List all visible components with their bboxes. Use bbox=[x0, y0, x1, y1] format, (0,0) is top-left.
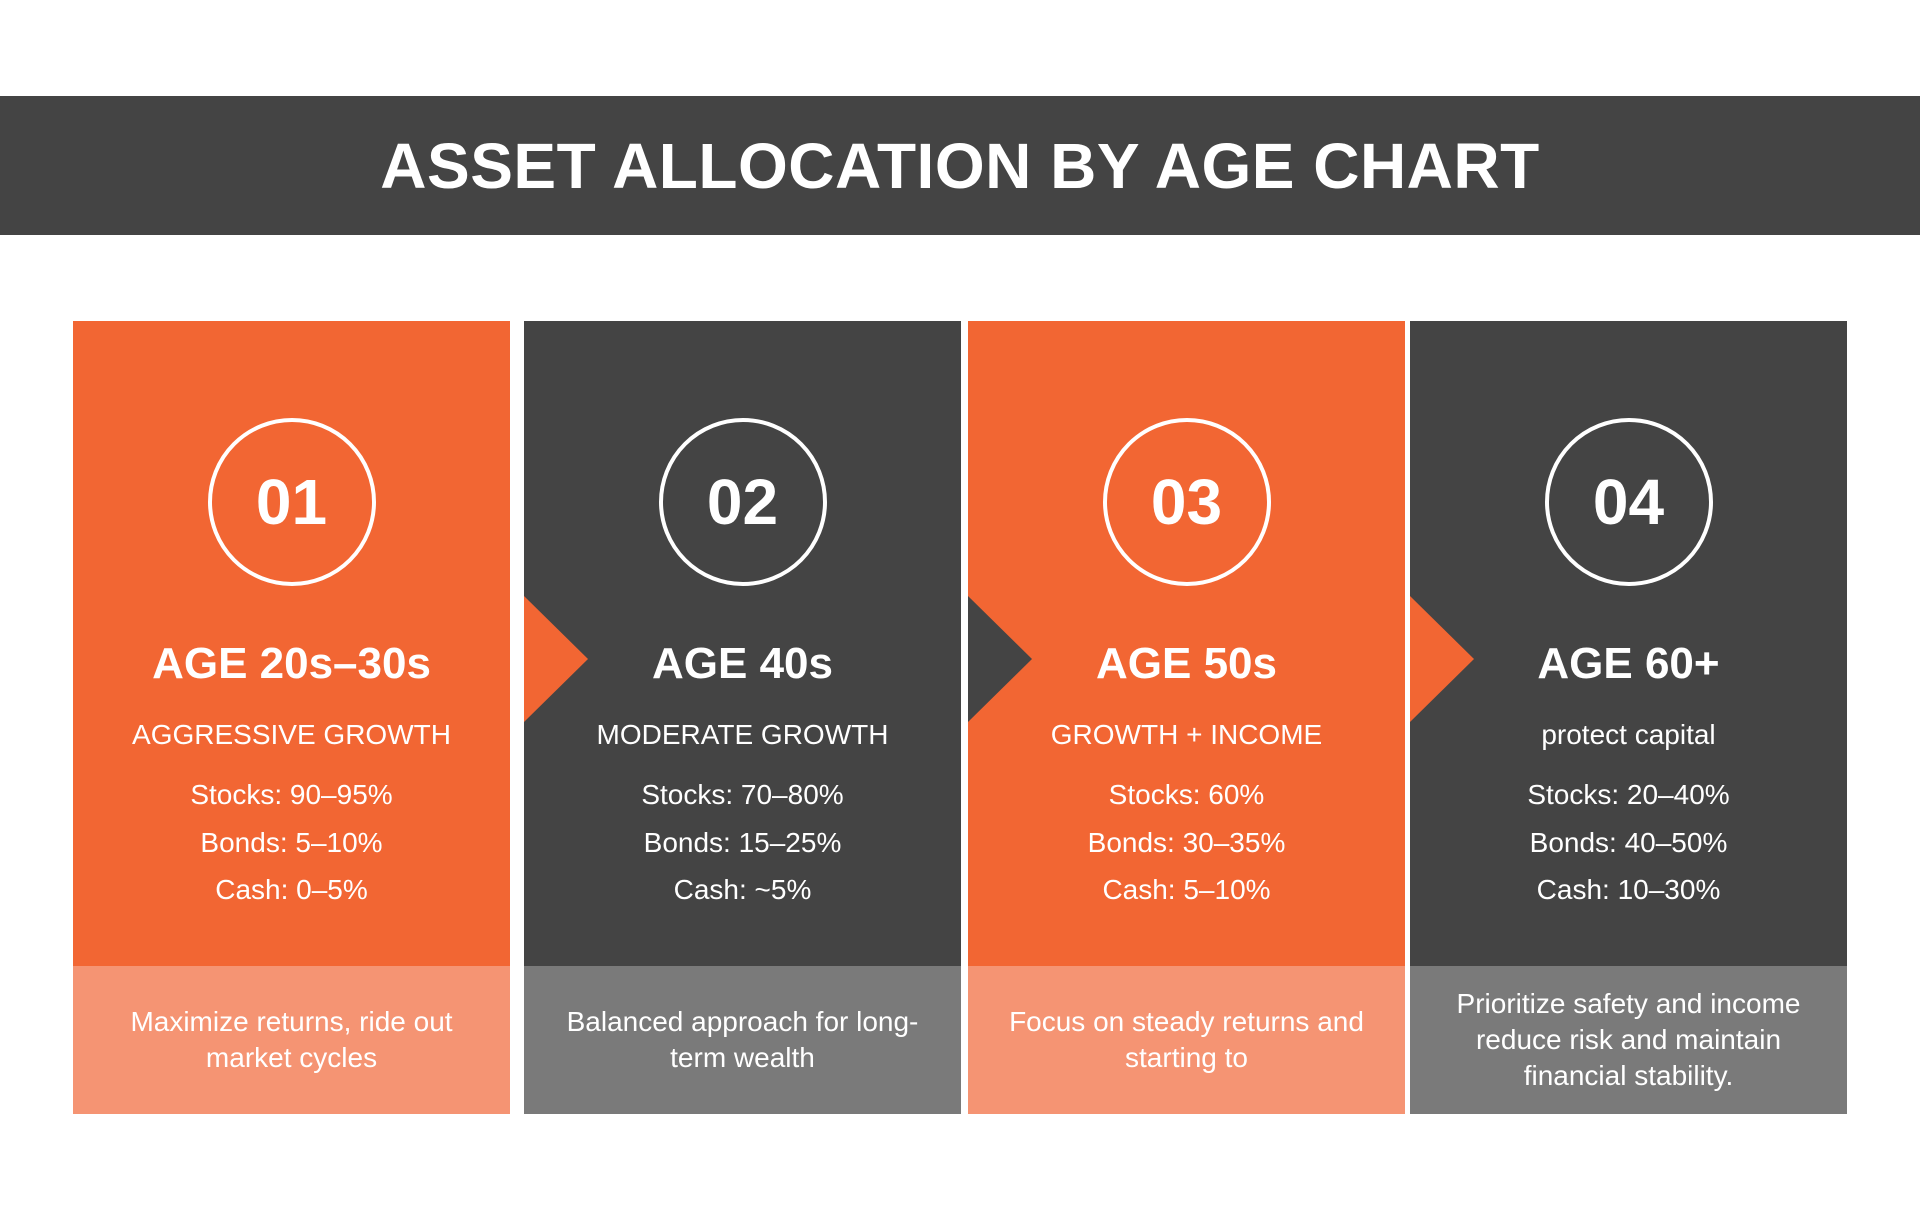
stage-age-heading: AGE 20s–30s bbox=[152, 639, 431, 688]
stage-age-heading: AGE 40s bbox=[652, 639, 833, 688]
arrow-connector-icon bbox=[968, 596, 1032, 722]
allocation-list: Stocks: 20–40% Bonds: 40–50% Cash: 10–30… bbox=[1410, 771, 1847, 914]
title-banner: ASSET ALLOCATION BY AGE CHART bbox=[0, 96, 1920, 235]
stage-note: Focus on steady returns and starting to bbox=[968, 966, 1405, 1114]
stage-4-main-panel: 04 AGE 60+ protect capital Stocks: 20–40… bbox=[1410, 321, 1847, 966]
stocks-allocation: Stocks: 60% bbox=[1108, 779, 1265, 810]
allocation-list: Stocks: 60% Bonds: 30–35% Cash: 5–10% bbox=[968, 771, 1405, 914]
bonds-allocation: Bonds: 15–25% bbox=[643, 826, 842, 858]
stage-3-main-panel: 03 AGE 50s GROWTH + INCOME Stocks: 60% B… bbox=[968, 321, 1405, 966]
stage-card-4: 04 AGE 60+ protect capital Stocks: 20–40… bbox=[1410, 321, 1847, 1114]
bonds-allocation: Bonds: 30–35% bbox=[1087, 826, 1286, 858]
cash-allocation: Cash: 10–30% bbox=[1536, 874, 1721, 905]
stage-age-heading: AGE 50s bbox=[1096, 639, 1277, 688]
stage-note: Maximize returns, ride out market cycles bbox=[73, 966, 510, 1114]
stage-strategy: MODERATE GROWTH bbox=[596, 719, 889, 750]
stocks-allocation: Stocks: 20–40% bbox=[1527, 779, 1730, 810]
allocation-list: Stocks: 70–80% Bonds: 15–25% Cash: ~5% bbox=[524, 771, 961, 914]
stage-1-main-panel: 01 AGE 20s–30s AGGRESSIVE GROWTH Stocks:… bbox=[73, 321, 510, 966]
stage-strategy: AGGRESSIVE GROWTH bbox=[132, 719, 451, 750]
arrow-connector-icon bbox=[524, 596, 588, 722]
stage-strategy: protect capital bbox=[1541, 719, 1716, 750]
stage-age-heading: AGE 60+ bbox=[1537, 639, 1720, 688]
cash-allocation: Cash: 5–10% bbox=[1102, 874, 1271, 905]
stocks-allocation: Stocks: 70–80% bbox=[641, 779, 844, 810]
stage-card-3: 03 AGE 50s GROWTH + INCOME Stocks: 60% B… bbox=[968, 321, 1405, 1114]
stage-number-badge: 01 bbox=[207, 418, 376, 586]
stage-2-main-panel: 02 AGE 40s MODERATE GROWTH Stocks: 70–80… bbox=[524, 321, 961, 966]
cash-allocation: Cash: ~5% bbox=[673, 874, 812, 905]
stage-number-badge: 04 bbox=[1544, 418, 1713, 586]
stage-number-badge: 03 bbox=[1102, 418, 1271, 586]
arrow-connector-icon bbox=[1410, 596, 1474, 722]
allocation-list: Stocks: 90–95% Bonds: 5–10% Cash: 0–5% bbox=[73, 771, 510, 914]
stocks-allocation: Stocks: 90–95% bbox=[190, 779, 393, 810]
cash-allocation: Cash: 0–5% bbox=[215, 874, 368, 905]
bonds-allocation: Bonds: 40–50% bbox=[1529, 826, 1728, 858]
page-title: ASSET ALLOCATION BY AGE CHART bbox=[380, 129, 1540, 202]
stage-note: Prioritize safety and income reduce risk… bbox=[1410, 966, 1847, 1114]
stage-number-badge: 02 bbox=[658, 418, 827, 586]
bonds-allocation: Bonds: 5–10% bbox=[200, 826, 383, 858]
stage-note: Balanced approach for long-term wealth bbox=[524, 966, 961, 1114]
stage-card-1: 01 AGE 20s–30s AGGRESSIVE GROWTH Stocks:… bbox=[73, 321, 510, 1114]
stage-strategy: GROWTH + INCOME bbox=[1050, 719, 1323, 750]
stage-card-2: 02 AGE 40s MODERATE GROWTH Stocks: 70–80… bbox=[524, 321, 961, 1114]
